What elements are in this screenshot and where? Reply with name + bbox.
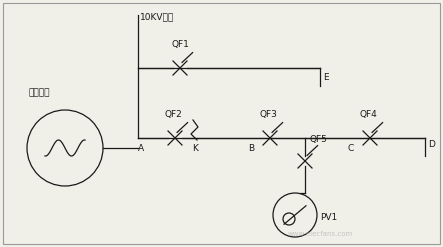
Text: QF2: QF2 (165, 110, 183, 119)
Text: QF1: QF1 (172, 40, 190, 49)
Text: 10KV毛线: 10KV毛线 (140, 12, 174, 21)
Text: K: K (192, 144, 198, 153)
Text: 系统电源: 系统电源 (29, 88, 51, 97)
Text: QF4: QF4 (360, 110, 378, 119)
Text: QF3: QF3 (260, 110, 278, 119)
Text: PV1: PV1 (320, 212, 337, 222)
Text: A: A (138, 144, 144, 153)
Text: B: B (248, 144, 254, 153)
Text: D: D (428, 140, 435, 149)
Text: www.elecfans.com: www.elecfans.com (288, 231, 353, 237)
Text: QF5: QF5 (310, 135, 328, 144)
Text: C: C (348, 144, 354, 153)
Text: E: E (323, 73, 329, 82)
